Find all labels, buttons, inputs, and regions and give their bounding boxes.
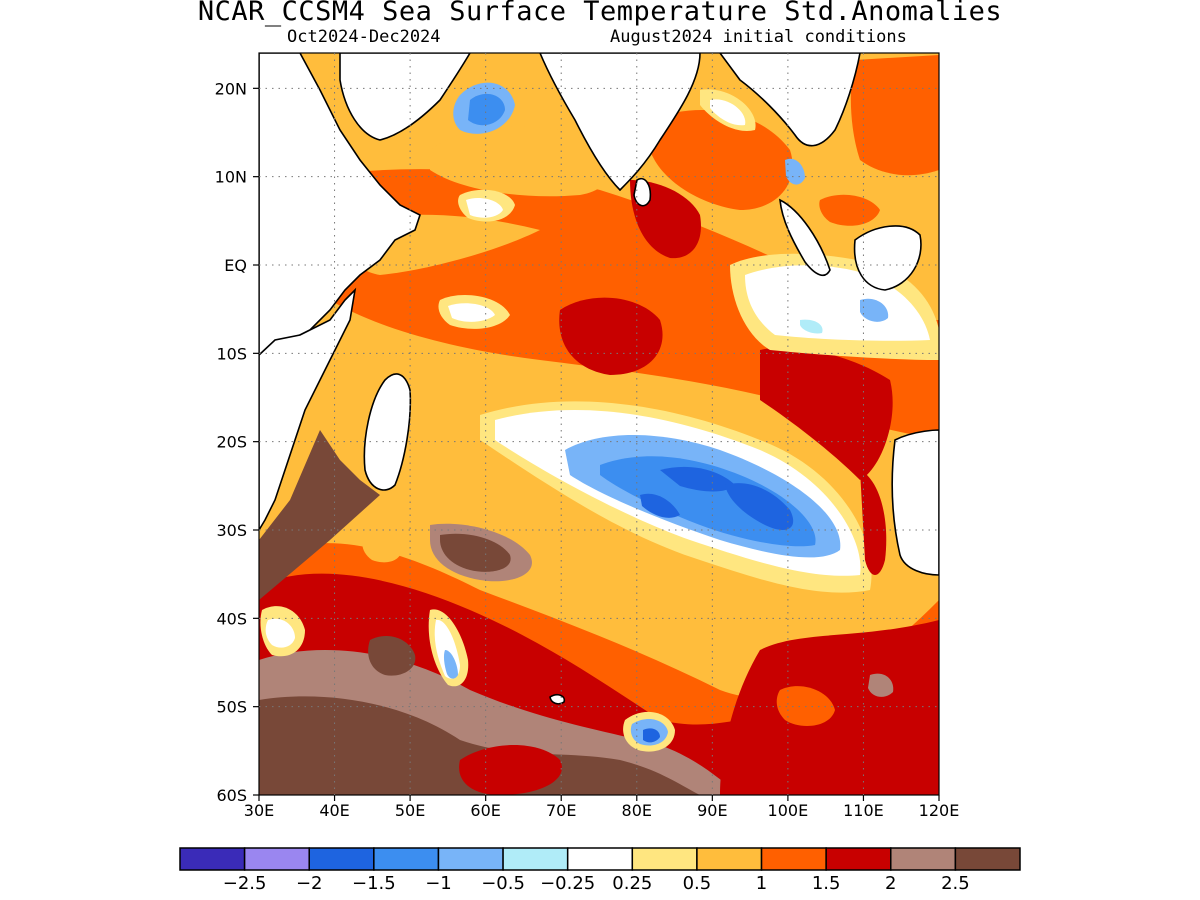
colorbar-swatch	[566, 847, 634, 871]
lon-tick-label: 90E	[697, 801, 727, 820]
lat-tick-label: 10N	[215, 168, 247, 187]
lat-tick-label: EQ	[224, 256, 247, 275]
lon-tick-label: 110E	[843, 801, 884, 820]
colorbar-swatch	[179, 847, 246, 871]
colorbar-label: 2.5	[941, 873, 970, 894]
lon-tick-label: 100E	[768, 801, 809, 820]
lat-tick-label: 40S	[216, 609, 247, 628]
lat-tick-label: 50S	[216, 698, 247, 717]
colorbar-label: −0.25	[540, 873, 595, 894]
lat-tick-label: 20N	[215, 79, 247, 98]
field-se-mauve-patch	[868, 673, 894, 697]
field-south-brown	[259, 696, 700, 795]
lon-tick-label: 120E	[919, 801, 960, 820]
chart-title: NCAR_CCSM4 Sea Surface Temperature Std.A…	[197, 0, 1003, 27]
land-malay	[779, 198, 831, 277]
field-andaman-blue	[785, 158, 805, 185]
colorbar-label: 0.5	[683, 873, 712, 894]
field-arabian-blue-core	[468, 93, 505, 126]
land-madagascar	[363, 373, 412, 491]
field-scs-orange	[850, 55, 939, 176]
field-subtropic-core-a	[660, 466, 735, 492]
field-red-east	[760, 347, 893, 480]
field-indonesia-orange	[819, 194, 880, 226]
colorbar-swatch	[308, 847, 375, 871]
colorbar-swatch	[760, 847, 827, 871]
lon-tick-label: 70E	[546, 801, 576, 820]
lon-tick-label: 30E	[244, 801, 274, 820]
field-subtropic-blue	[600, 456, 816, 547]
field-indonesia-blue	[860, 298, 889, 322]
colorbar-label: −1	[425, 873, 452, 894]
field-white-equator	[448, 303, 495, 322]
colorbar-swatch	[243, 847, 310, 871]
lat-tick-label: 30S	[216, 521, 247, 540]
field-red-australia	[860, 470, 887, 575]
lon-tick-label: 60E	[470, 801, 500, 820]
lat-tick-label: 20S	[216, 433, 247, 452]
land-africa-east	[259, 287, 357, 532]
field-brown-blob	[368, 635, 416, 676]
colorbar-label: −2.5	[223, 873, 267, 894]
colorbar-swatch	[373, 847, 440, 871]
land-kerguelen	[549, 694, 566, 705]
axis-ticks: 30E 40E 50E 60E 70E 80E 90E 100E 110E 120E 20N 10N E…	[215, 79, 960, 820]
land-indochina	[719, 53, 861, 147]
colorbar: −2.5 −2 −1.5 −1 −0.5 −0.25 0.25 0.5 1 1.5 2 2.5	[179, 847, 1021, 894]
colorbar-label: 1	[756, 873, 767, 894]
field-white-sw	[265, 618, 295, 648]
field-orange-patch-sw	[362, 532, 402, 563]
field-se-orange-patch	[776, 686, 835, 726]
field-red-center	[559, 297, 663, 375]
forecast-period: Oct2024-Dec2024	[287, 27, 441, 47]
land-sri-lanka	[633, 178, 652, 207]
field-mozambique-brown	[259, 430, 380, 600]
anomaly-field	[259, 53, 939, 795]
colorbar-label: −0.5	[481, 873, 525, 894]
colorbar-swatch	[696, 847, 763, 871]
field-brown-core	[440, 533, 511, 572]
colorbar-swatch	[954, 847, 1021, 871]
field-subtropic-core-c	[640, 493, 680, 518]
field-bengal-white	[710, 99, 746, 126]
colorbar-swatch	[502, 847, 569, 871]
lat-tick-label: 10S	[216, 344, 247, 363]
lat-tick-label: 60S	[216, 786, 247, 805]
land-arabia	[339, 53, 471, 141]
lon-tick-label: 50E	[395, 801, 425, 820]
lon-tick-label: 80E	[622, 801, 652, 820]
colorbar-swatch	[890, 847, 957, 871]
land-india	[539, 53, 701, 192]
gridlines	[259, 53, 939, 795]
field-java-cyan	[800, 319, 823, 334]
land-masses	[259, 53, 939, 705]
field-cold-tongue-blue	[443, 650, 458, 679]
field-subtropic-core-b	[725, 483, 794, 530]
colorbar-swatch	[437, 847, 504, 871]
colorbar-label: −2	[296, 873, 323, 894]
field-arabian-orange	[430, 126, 611, 197]
field-red-blob-south	[459, 745, 562, 795]
colorbar-swatch	[825, 847, 892, 871]
field-bengal-orange	[650, 110, 793, 210]
colorbar-label: 0.25	[612, 873, 652, 894]
field-cold-patch-core	[643, 728, 660, 743]
lon-tick-label: 40E	[319, 801, 349, 820]
land-borneo	[853, 225, 922, 291]
field-arabian-white	[466, 198, 503, 218]
initial-conditions: August2024 initial conditions	[610, 27, 907, 47]
land-australia	[891, 429, 939, 576]
colorbar-swatch	[631, 847, 698, 871]
plot-frame	[258, 52, 940, 796]
colorbar-label: 1.5	[812, 873, 841, 894]
colorbar-label: 2	[885, 873, 896, 894]
colorbar-label: −1.5	[352, 873, 396, 894]
